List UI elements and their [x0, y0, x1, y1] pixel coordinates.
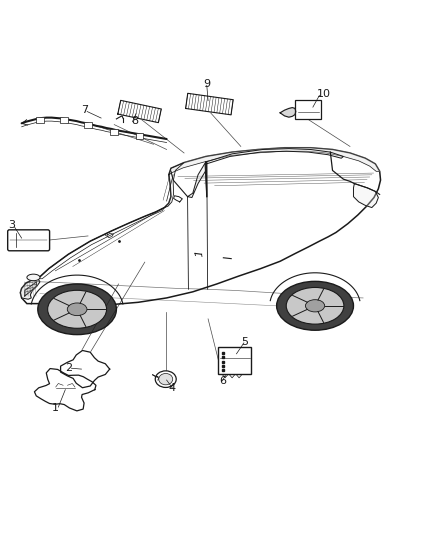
Ellipse shape — [277, 281, 353, 330]
Text: 3: 3 — [9, 220, 16, 230]
FancyBboxPatch shape — [110, 129, 118, 135]
Text: 10: 10 — [317, 89, 331, 99]
FancyBboxPatch shape — [218, 348, 251, 374]
Polygon shape — [353, 183, 378, 207]
Polygon shape — [25, 282, 36, 296]
Polygon shape — [118, 100, 161, 123]
Polygon shape — [205, 149, 343, 197]
FancyBboxPatch shape — [136, 133, 144, 140]
Ellipse shape — [286, 287, 344, 324]
Text: 9: 9 — [204, 78, 211, 88]
Text: 1: 1 — [52, 402, 59, 413]
Polygon shape — [169, 148, 380, 175]
Polygon shape — [280, 108, 296, 117]
FancyBboxPatch shape — [60, 117, 68, 123]
Polygon shape — [20, 279, 40, 299]
Ellipse shape — [155, 371, 176, 387]
Text: 7: 7 — [81, 105, 88, 115]
Polygon shape — [35, 368, 96, 411]
Polygon shape — [187, 161, 206, 198]
Ellipse shape — [305, 300, 325, 312]
Polygon shape — [60, 351, 110, 387]
Text: 8: 8 — [131, 116, 138, 126]
Ellipse shape — [159, 374, 173, 385]
FancyBboxPatch shape — [84, 122, 92, 128]
Polygon shape — [173, 196, 182, 202]
Ellipse shape — [67, 303, 87, 316]
Polygon shape — [20, 148, 381, 306]
Text: 6: 6 — [219, 376, 226, 385]
FancyBboxPatch shape — [8, 230, 49, 251]
FancyBboxPatch shape — [36, 117, 44, 123]
Text: 2: 2 — [65, 364, 72, 373]
FancyBboxPatch shape — [295, 100, 321, 119]
Ellipse shape — [27, 274, 40, 281]
Text: 4: 4 — [169, 383, 176, 393]
Ellipse shape — [38, 284, 117, 335]
Text: 5: 5 — [241, 337, 248, 347]
Polygon shape — [186, 93, 233, 115]
Polygon shape — [164, 163, 184, 207]
Ellipse shape — [48, 290, 106, 328]
